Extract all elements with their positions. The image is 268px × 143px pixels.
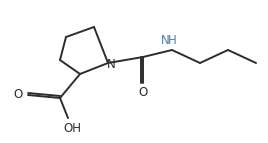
Text: N: N [107, 58, 116, 72]
Text: H: H [168, 34, 176, 47]
Text: O: O [13, 89, 23, 102]
Text: N: N [161, 34, 169, 47]
Text: O: O [138, 87, 148, 100]
Text: OH: OH [63, 122, 81, 135]
